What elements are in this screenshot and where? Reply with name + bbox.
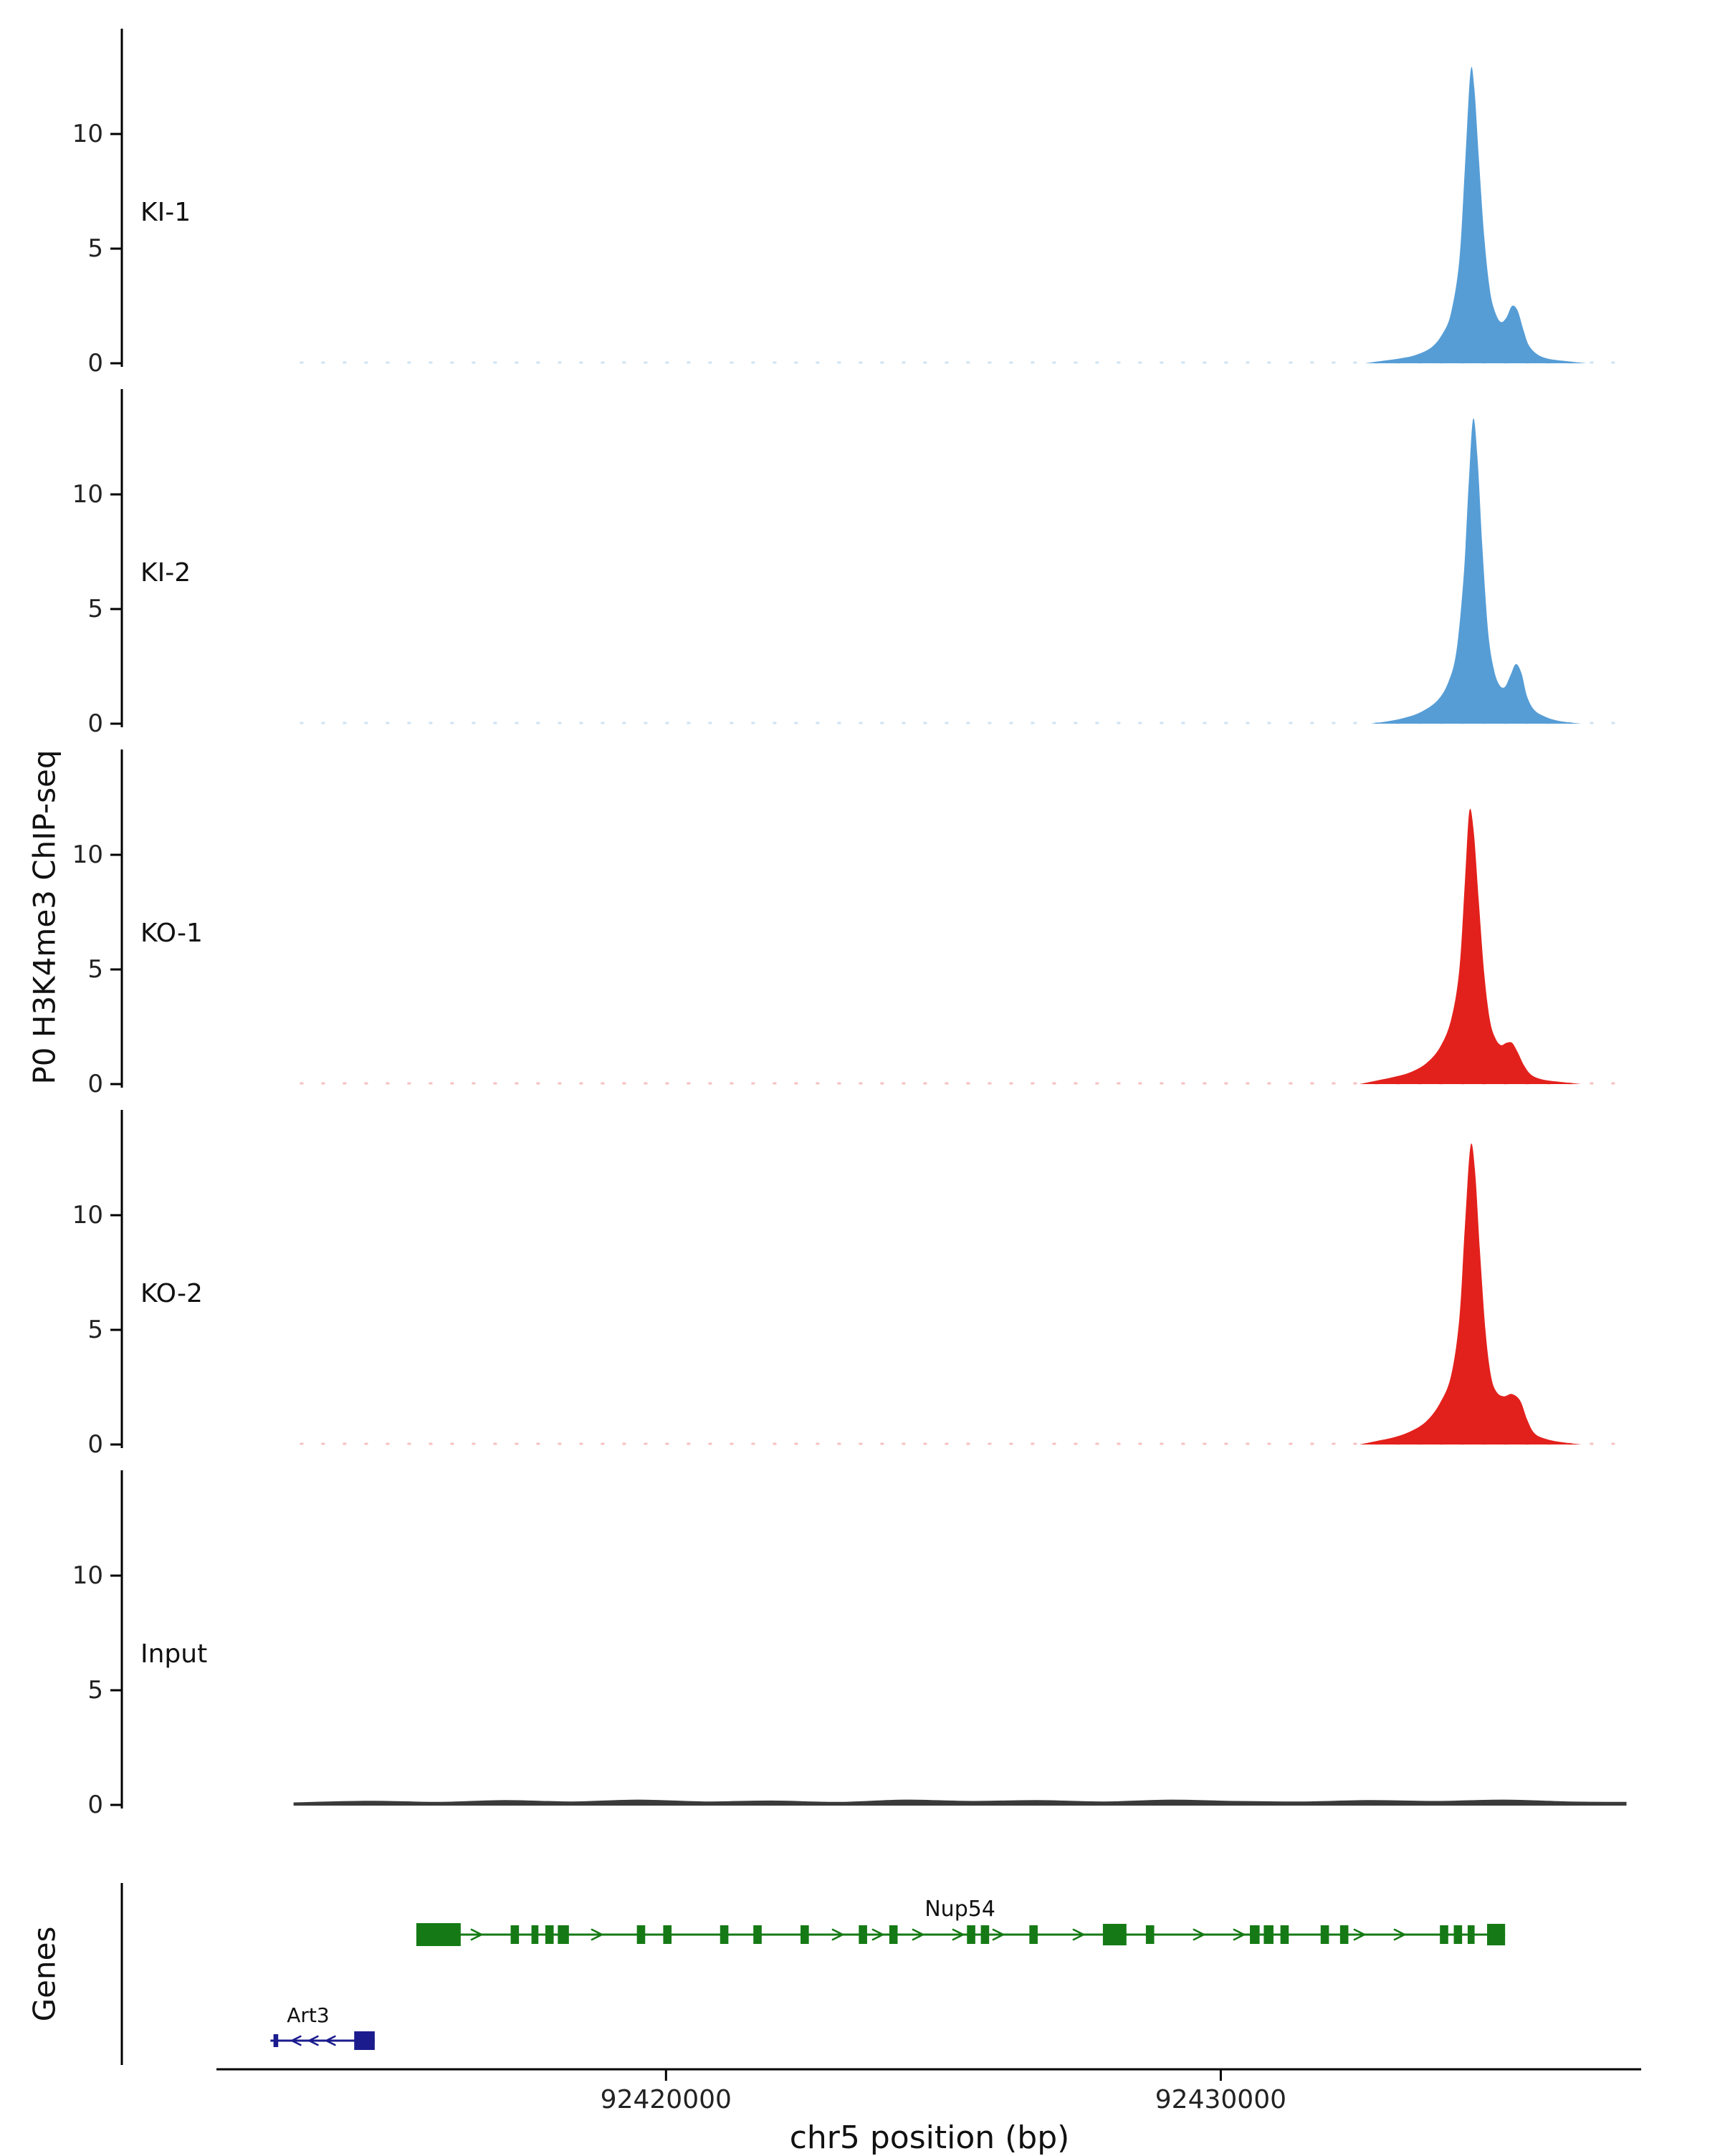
track-KI-1: 0 5 10 KI-1 bbox=[72, 29, 1632, 378]
gene-exon bbox=[1320, 1925, 1329, 1944]
x-tick-label: 92430000 bbox=[1155, 2085, 1286, 2114]
track-area-KO-1 bbox=[1359, 808, 1582, 1084]
track-label-KI-2: KI-2 bbox=[140, 558, 191, 588]
y-tick-label: 10 bbox=[72, 1561, 103, 1590]
gene-exon bbox=[558, 1925, 569, 1944]
gene-exon bbox=[801, 1925, 809, 1944]
gene-exon bbox=[753, 1925, 762, 1944]
y-tick-label: 5 bbox=[87, 1676, 103, 1705]
gene-exon bbox=[859, 1925, 867, 1944]
y-tick-label: 5 bbox=[87, 234, 103, 263]
gene-exon bbox=[510, 1925, 520, 1944]
track-label-KO-1: KO-1 bbox=[140, 919, 203, 948]
track-KI-2: 0 5 10 KI-2 bbox=[72, 389, 1632, 738]
y-axis-title: P0 H3K4me3 ChIP-seq bbox=[27, 749, 62, 1085]
gene-exon bbox=[1250, 1925, 1260, 1944]
gene-exon bbox=[720, 1925, 729, 1944]
gene-exon bbox=[1467, 1925, 1475, 1944]
strand-arrow-icon bbox=[1233, 1928, 1246, 1941]
gene-name-Nup54: Nup54 bbox=[924, 1897, 995, 1922]
gene-Nup54: Nup54 bbox=[416, 1897, 1506, 1946]
strand-arrow-icon bbox=[1393, 1928, 1406, 1941]
x-tick-label: 92420000 bbox=[601, 2085, 732, 2114]
y-tick-label: 10 bbox=[72, 1201, 103, 1230]
strand-arrow-icon bbox=[325, 2035, 336, 2046]
y-tick-label: 0 bbox=[87, 1791, 103, 1819]
track-KO-2: 0 5 10 KO-2 bbox=[72, 1110, 1632, 1459]
y-tick-label: 10 bbox=[72, 120, 103, 148]
strand-arrow-icon bbox=[1072, 1928, 1085, 1941]
gene-exon bbox=[889, 1925, 898, 1944]
strand-arrow-icon bbox=[591, 1928, 603, 1941]
y-tick-label: 0 bbox=[87, 349, 103, 378]
y-tick-label: 5 bbox=[87, 1316, 103, 1344]
gene-exon bbox=[1102, 1924, 1127, 1945]
gene-exon bbox=[1280, 1925, 1289, 1944]
gene-exon bbox=[663, 1925, 672, 1944]
track-area-KI-1 bbox=[1365, 67, 1587, 363]
strand-arrow-icon bbox=[291, 2035, 302, 2046]
gene-exon bbox=[354, 2031, 375, 2050]
y-tick-label: 5 bbox=[87, 955, 103, 984]
strand-arrow-icon bbox=[1353, 1928, 1366, 1941]
genes-axis-title: Genes bbox=[27, 1926, 62, 2022]
track-label-KO-2: KO-2 bbox=[140, 1279, 203, 1308]
gene-exon bbox=[1440, 1925, 1448, 1944]
strand-arrow-icon bbox=[871, 1928, 884, 1941]
track-Input: 0 5 10 Input bbox=[72, 1470, 1627, 1819]
gene-exon bbox=[545, 1925, 554, 1944]
strand-arrow-icon bbox=[1193, 1928, 1205, 1941]
gene-Art3: Art3 bbox=[270, 2003, 375, 2050]
gene-exon bbox=[531, 1925, 539, 1944]
gene-exon bbox=[1339, 1925, 1349, 1944]
gene-name-Art3: Art3 bbox=[287, 2003, 329, 2027]
gene-exon bbox=[273, 2034, 279, 2047]
y-tick-label: 10 bbox=[72, 480, 103, 509]
gene-exon bbox=[1486, 1924, 1506, 1945]
y-tick-label: 10 bbox=[72, 840, 103, 869]
strand-arrow-icon bbox=[831, 1928, 844, 1941]
y-tick-label: 5 bbox=[87, 595, 103, 623]
gene-exon bbox=[416, 1923, 461, 1946]
x-axis: 92420000 92430000 bbox=[216, 2068, 1641, 2114]
gene-exon bbox=[980, 1925, 990, 1944]
gene-exon bbox=[1029, 1925, 1038, 1944]
gene-exon bbox=[1145, 1925, 1155, 1944]
strand-arrow-icon bbox=[470, 1928, 483, 1941]
track-label-KI-1: KI-1 bbox=[140, 198, 191, 227]
track-area-KO-2 bbox=[1359, 1143, 1582, 1444]
strand-arrow-icon bbox=[308, 2035, 319, 2046]
gene-exon bbox=[1453, 1925, 1463, 1944]
y-tick-label: 0 bbox=[87, 709, 103, 738]
y-tick-label: 0 bbox=[87, 1430, 103, 1459]
track-KO-1: 0 5 10 KO-1 bbox=[72, 749, 1632, 1098]
x-axis-title: chr5 position (bp) bbox=[789, 2119, 1070, 2156]
genes-track: Nup54 Art3 bbox=[120, 1883, 1506, 2065]
strand-arrow-icon bbox=[912, 1928, 924, 1941]
strand-arrow-icon bbox=[952, 1928, 965, 1941]
gene-exon bbox=[967, 1925, 975, 1944]
gene-exon bbox=[1263, 1925, 1274, 1944]
gene-exon bbox=[636, 1925, 646, 1944]
track-area-KI-2 bbox=[1370, 418, 1582, 724]
track-label-Input: Input bbox=[140, 1639, 207, 1669]
track-area-Input bbox=[293, 1799, 1627, 1806]
y-tick-label: 0 bbox=[87, 1070, 103, 1098]
strand-arrow-icon bbox=[992, 1928, 1005, 1941]
